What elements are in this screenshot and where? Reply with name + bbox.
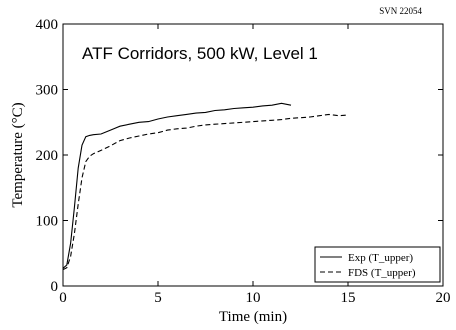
y-tick-label-4: 400 xyxy=(36,17,59,33)
y-tick-label-0: 0 xyxy=(51,279,59,295)
legend: Exp (T_upper) FDS (T_upper) xyxy=(315,247,440,282)
legend-label-exp: Exp (T_upper) xyxy=(348,252,413,264)
x-tick-label-1: 5 xyxy=(154,290,162,306)
x-tick-label-0: 0 xyxy=(59,290,67,306)
series-line-1 xyxy=(63,114,348,269)
y-tick-label-3: 300 xyxy=(36,83,59,99)
x-tick-label-2: 10 xyxy=(246,290,261,306)
legend-label-fds: FDS (T_upper) xyxy=(348,267,416,279)
y-tick-label-2: 200 xyxy=(36,148,59,164)
x-axis-label: Time (min) xyxy=(219,309,287,325)
data-series xyxy=(63,103,348,269)
y-axis-label: Temperature (°C) xyxy=(10,102,26,207)
x-tick-label-4: 20 xyxy=(436,290,451,306)
series-line-0 xyxy=(63,103,291,268)
version-tag: SVN 22054 xyxy=(379,6,422,16)
x-tick-label-3: 15 xyxy=(341,290,356,306)
chart-title: ATF Corridors, 500 kW, Level 1 xyxy=(82,44,318,63)
y-tick-label-1: 100 xyxy=(36,214,59,230)
